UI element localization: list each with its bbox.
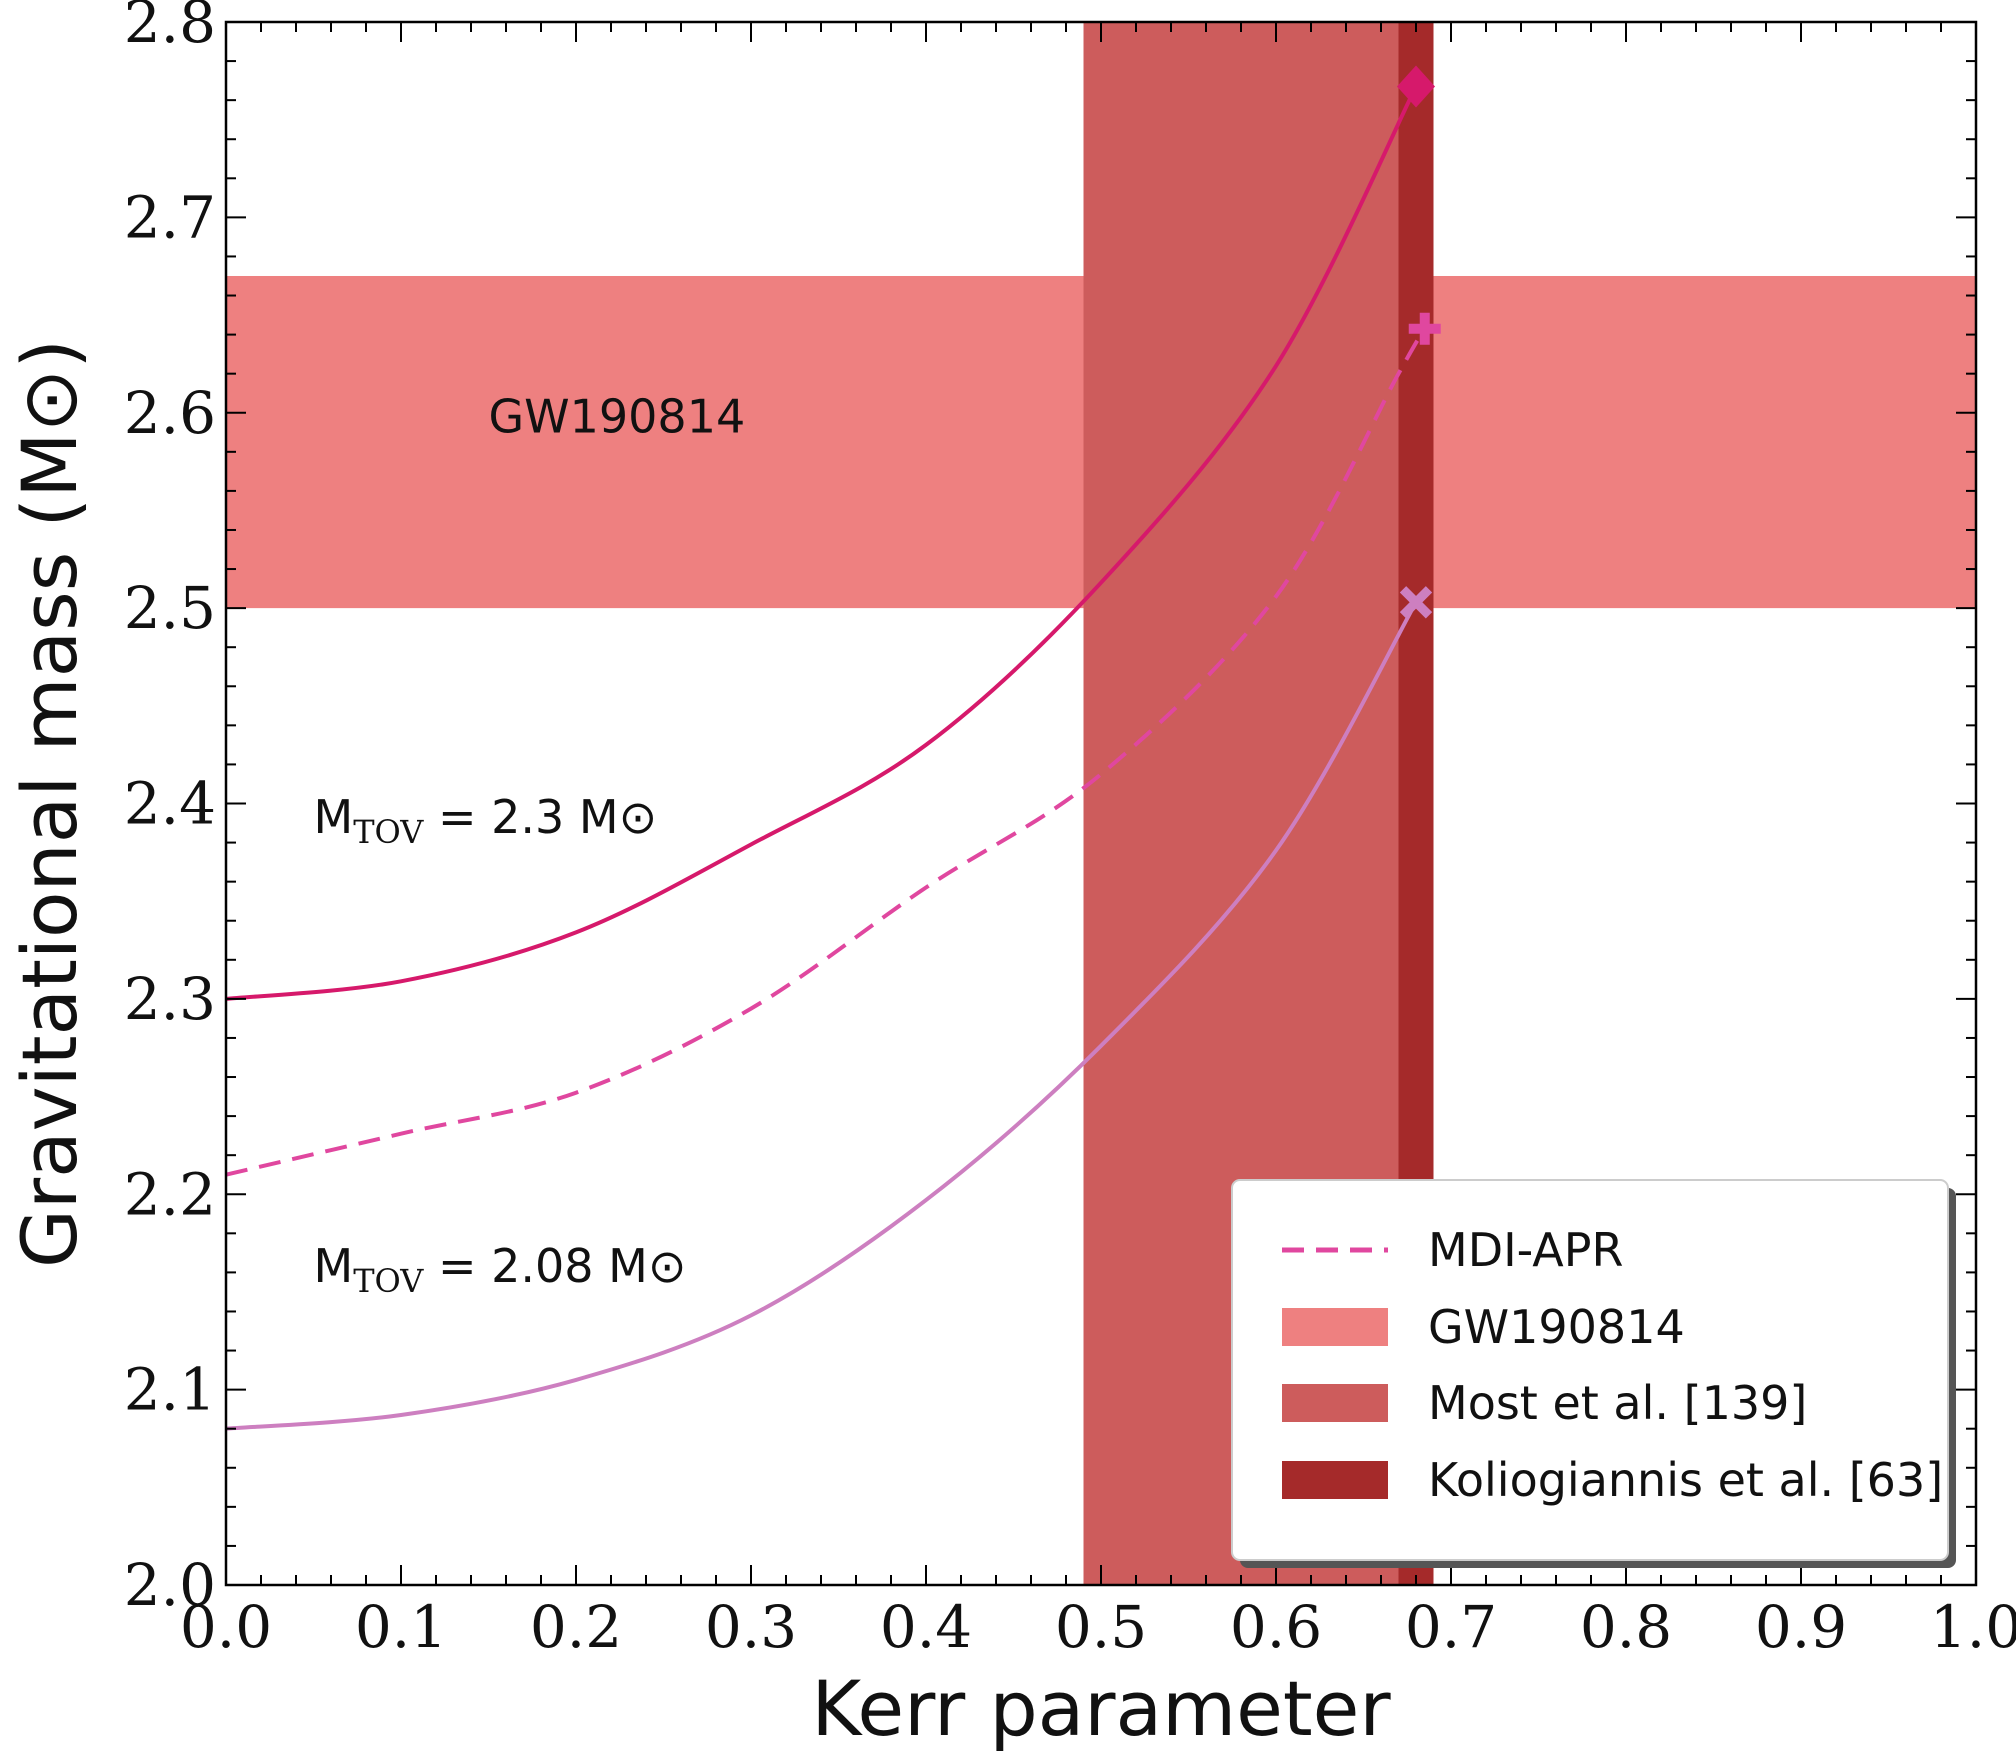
annotation-mtov-2-08: MTOV = 2.08 M⊙ bbox=[314, 1239, 687, 1300]
annotations-layer: GW190814 MTOV = 2.3 M⊙ MTOV = 2.08 M⊙ bbox=[314, 389, 746, 1299]
legend: MDI-APR GW190814 Most et al. [139] Koliogia… bbox=[1231, 1179, 1956, 1568]
series-layer bbox=[225, 85, 1427, 1431]
legend-label: Koliogiannis et al. [63] bbox=[1428, 1453, 1943, 1507]
x-tick-label: 0.5 bbox=[1055, 1593, 1147, 1661]
legend-swatch-patch bbox=[1282, 1461, 1388, 1499]
x-tick-label: 0.9 bbox=[1755, 1593, 1847, 1661]
y-tick-label: 2.5 bbox=[124, 574, 216, 642]
legend-label: Most et al. [139] bbox=[1428, 1376, 1807, 1430]
x-tick-label: 0.0 bbox=[180, 1593, 272, 1661]
y-tick-label: 2.2 bbox=[124, 1160, 216, 1228]
legend-label: GW190814 bbox=[1428, 1300, 1685, 1354]
series-mtov-2-3 bbox=[225, 85, 1418, 1001]
x-tick-label: 0.7 bbox=[1405, 1593, 1497, 1661]
x-tick-label: 0.1 bbox=[355, 1593, 447, 1661]
series-mdi-apr bbox=[225, 327, 1427, 1177]
x-tick-label: 0.6 bbox=[1230, 1593, 1322, 1661]
legend-swatch-patch bbox=[1282, 1384, 1388, 1422]
markers-layer bbox=[1397, 65, 1441, 619]
y-tick-label: 2.0 bbox=[124, 1551, 216, 1619]
y-axis-title: Gravitational mass (M⊙) bbox=[5, 339, 94, 1268]
y-tick-label: 2.8 bbox=[124, 0, 216, 56]
ticks-layer: 0.0 0.1 0.2 0.3 0.4 0.5 0.6 0.7 0.8 0.9 1.0 2.0 2.1 2… bbox=[124, 0, 2016, 1661]
x-axis-title: Kerr parameter bbox=[811, 1664, 1391, 1753]
y-tick-label: 2.1 bbox=[124, 1356, 216, 1424]
x-tick-label: 0.3 bbox=[705, 1593, 797, 1661]
x-tick-label: 0.4 bbox=[880, 1593, 972, 1661]
x-tick-label: 0.8 bbox=[1580, 1593, 1672, 1661]
legend-swatch-patch bbox=[1282, 1308, 1388, 1346]
marker-diamond bbox=[1397, 65, 1435, 108]
marker-plus bbox=[1408, 312, 1441, 345]
legend-box bbox=[1231, 1179, 1949, 1561]
series-mtov-2-08 bbox=[225, 601, 1418, 1431]
x-tick-label: 0.2 bbox=[530, 1593, 622, 1661]
bands-layer bbox=[226, 22, 1976, 1585]
annotation-gw190814: GW190814 bbox=[489, 389, 746, 443]
y-tick-label: 2.7 bbox=[124, 183, 216, 251]
annotation-mtov-2-3: MTOV = 2.3 M⊙ bbox=[314, 790, 658, 851]
y-tick-label: 2.3 bbox=[124, 965, 216, 1033]
y-tick-label: 2.4 bbox=[124, 770, 216, 838]
marker-x bbox=[1399, 586, 1433, 619]
y-tick-label: 2.6 bbox=[124, 379, 216, 447]
x-tick-label: 1.0 bbox=[1930, 1593, 2016, 1661]
legend-label: MDI-APR bbox=[1428, 1223, 1623, 1277]
